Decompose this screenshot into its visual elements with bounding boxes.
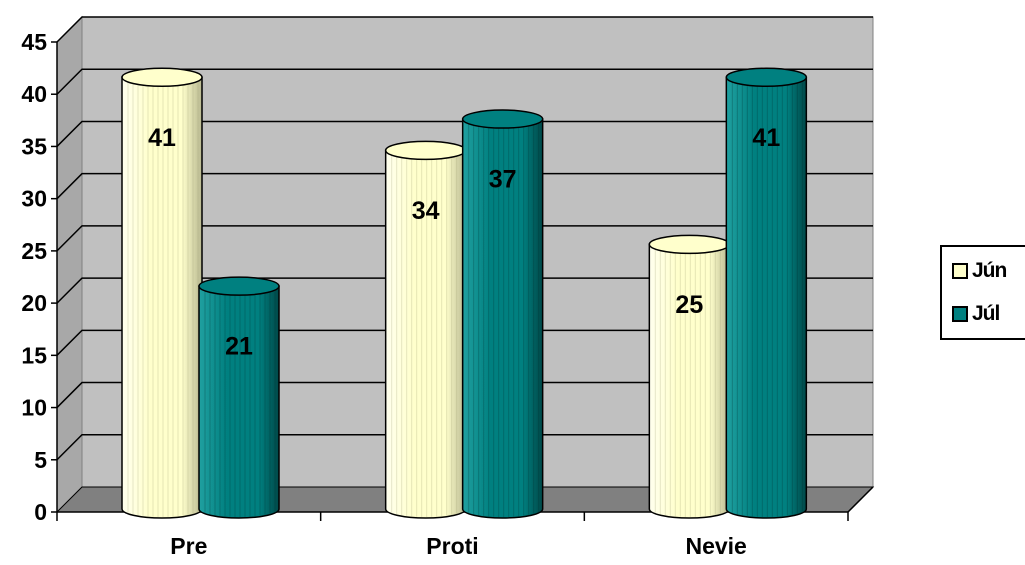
bar-body — [648, 243, 731, 519]
y-tick-label: 45 — [21, 29, 47, 55]
bar-top — [198, 276, 280, 296]
y-tick-label: 0 — [34, 499, 47, 525]
bar-Júl-Proti — [461, 109, 544, 519]
data-label: 41 — [148, 124, 176, 152]
legend-swatch-jun — [952, 263, 968, 279]
gridline — [56, 225, 873, 252]
legend-swatch-jul — [952, 306, 968, 322]
y-tick-label: 5 — [34, 447, 47, 473]
bar-top — [725, 67, 808, 88]
y-tick-label: 30 — [21, 186, 47, 212]
bar-body — [461, 118, 544, 519]
gridline — [56, 434, 873, 461]
bar-Jún-Pre — [121, 67, 203, 519]
y-tick-label: 35 — [21, 133, 47, 159]
y-tick-label: 40 — [21, 81, 47, 107]
y-tick-label: 20 — [21, 290, 47, 316]
gridline — [56, 381, 873, 409]
x-tick-label: Pre — [170, 533, 207, 559]
data-label: 34 — [412, 197, 440, 225]
y-tick-label: 15 — [21, 342, 47, 368]
data-label: 41 — [752, 124, 780, 152]
bar-top — [121, 67, 203, 88]
bar-top — [461, 109, 544, 129]
legend-label-jun: Jún — [972, 259, 1007, 282]
gridline — [56, 16, 873, 43]
gridline — [56, 120, 873, 147]
floor-edge — [847, 486, 874, 513]
bar-Júl-Nevie — [725, 67, 808, 519]
bar-Júl-Pre — [198, 276, 280, 519]
gridline — [56, 68, 873, 95]
bar-body — [725, 76, 808, 519]
legend-label-jul: Júl — [972, 302, 1000, 325]
bar-top — [648, 234, 731, 255]
gridline — [56, 277, 873, 304]
data-label: 21 — [225, 333, 253, 361]
y-tick-label: 25 — [21, 238, 47, 264]
y-tick-label: 10 — [21, 395, 47, 421]
x-tick-label: Proti — [426, 533, 478, 559]
bar-Jún-Nevie — [648, 234, 731, 519]
legend: Jún Júl — [940, 245, 1025, 340]
data-label: 25 — [675, 291, 703, 319]
data-label: 37 — [489, 166, 517, 194]
legend-item-jun: Jún — [952, 259, 1007, 283]
x-tick-label: Nevie — [685, 533, 746, 559]
bar-top — [384, 140, 467, 161]
legend-item-jul: Júl — [952, 302, 1000, 326]
bar-body — [198, 285, 280, 519]
gridline — [56, 172, 873, 200]
gridline — [56, 329, 873, 356]
bar-Jún-Proti — [384, 140, 467, 519]
